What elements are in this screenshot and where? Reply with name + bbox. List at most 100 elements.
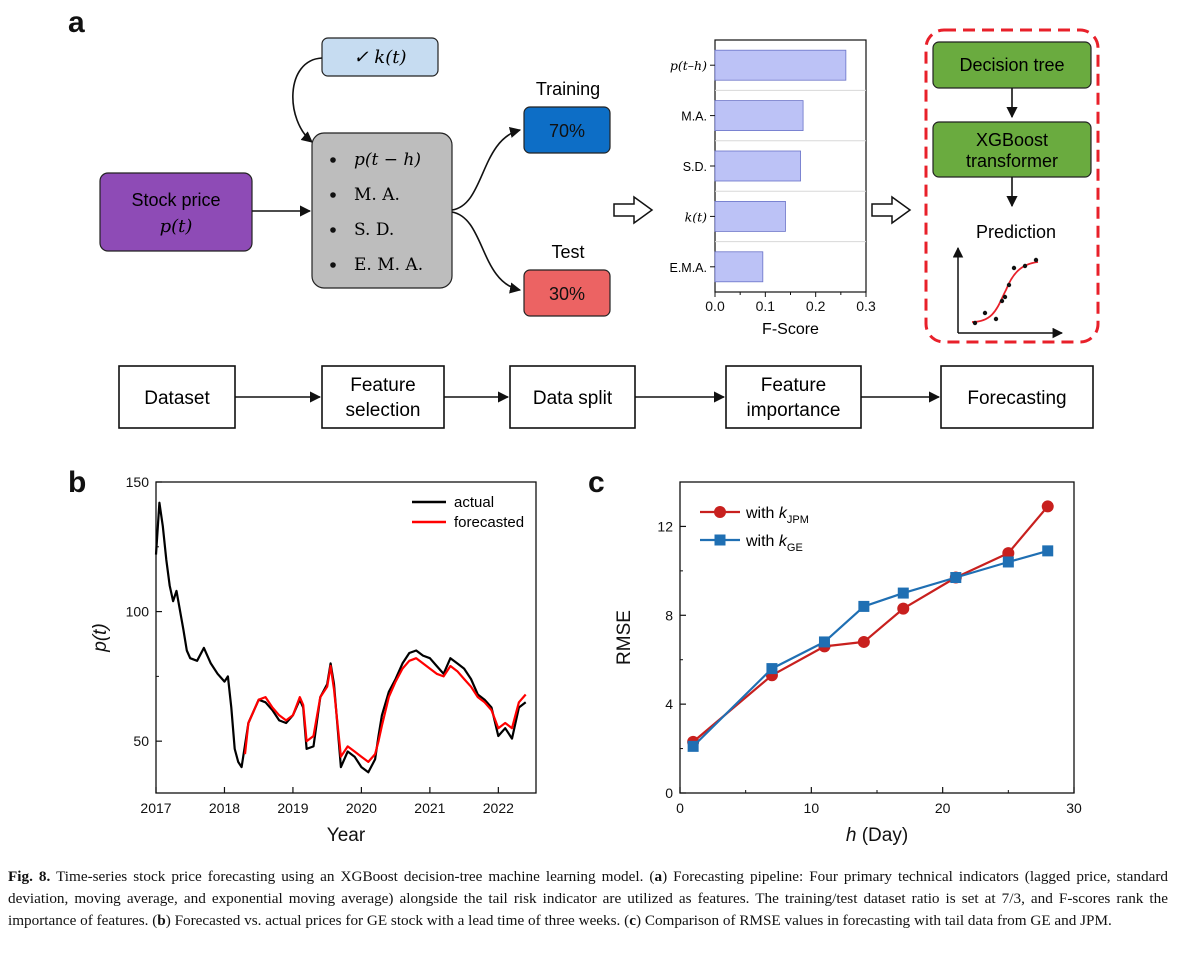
xgboost-line2: transformer xyxy=(966,151,1058,171)
training-value: 70% xyxy=(549,121,585,141)
fscore-category-label: M.A. xyxy=(681,110,707,124)
stock-price-label: Stock price xyxy=(131,190,220,210)
feature-bullet xyxy=(330,227,336,233)
feature-item: p(t − h) xyxy=(354,150,421,170)
chart-c-xtick-label: 30 xyxy=(1066,800,1082,816)
chart-b-series-line xyxy=(243,657,527,763)
feature-bullet xyxy=(330,192,336,198)
chart-b-ytick-label: 50 xyxy=(133,733,149,749)
fscore-xlabel: F-Score xyxy=(762,321,819,338)
chart-b-xtick-label: 2019 xyxy=(277,800,308,816)
chart-c-point xyxy=(687,740,699,752)
chart-c-series-line xyxy=(692,549,1048,748)
chart-b-ylabel: p(t) xyxy=(90,623,111,653)
chart-c-point xyxy=(897,587,909,599)
stock-price-box: Stock price p(t) xyxy=(99,172,253,252)
chart-c-point xyxy=(1002,547,1015,560)
chart-c-point xyxy=(950,572,962,584)
panel-c-label: c xyxy=(588,466,605,499)
chart-c-ytick-label: 8 xyxy=(665,607,673,623)
kt-box: ✓ k(t) xyxy=(321,37,439,77)
caption-text-3: ) Forecasted vs. actual prices for GE st… xyxy=(165,912,630,929)
prediction-label: Prediction xyxy=(976,222,1056,242)
pipeline-step-label: Dataset xyxy=(144,388,210,409)
chart-b-legend-label: forecasted xyxy=(454,514,524,531)
figure-8: a ✓ k(t) Stock price p(t) p(t − h) M. A. S… xyxy=(68,6,1100,846)
test-value: 30% xyxy=(549,284,585,304)
fscore-tick-label: 0.2 xyxy=(806,298,826,314)
decision-tree-label: Decision tree xyxy=(959,55,1064,75)
chart-c-frame xyxy=(679,481,1075,794)
chart-c-point xyxy=(1042,545,1054,557)
pipeline-step-label: importance xyxy=(747,400,841,421)
prediction-points xyxy=(972,257,1039,326)
chart-c-point xyxy=(818,636,830,648)
fscore-bar xyxy=(714,200,786,232)
chart-c-xtick-label: 20 xyxy=(935,800,951,816)
chart-b-legend-label: actual xyxy=(454,494,494,511)
chart-b-ytick-label: 100 xyxy=(126,604,150,620)
chart-c-ytick-label: 12 xyxy=(657,518,673,534)
pipeline-step-label: selection xyxy=(346,400,421,421)
pipeline: Dataset Feature selection Data split Feature… xyxy=(118,365,1094,429)
xgboost-line1: XGBoost xyxy=(976,130,1048,150)
feature-bullet xyxy=(330,262,336,268)
chart-c-series-line xyxy=(692,505,1049,743)
kt-arrow xyxy=(292,57,323,143)
fscore-bar xyxy=(714,150,801,182)
fscore-bar xyxy=(714,100,804,131)
chart-c-xlabel: h (Day) xyxy=(846,825,908,846)
chart-c-ytick-label: 0 xyxy=(665,785,673,801)
caption-label: Fig. 8. xyxy=(8,868,51,885)
chart-c-point xyxy=(857,635,870,648)
chart-c-point xyxy=(897,602,910,615)
pipeline-step-label: Forecasting xyxy=(967,388,1066,409)
pipeline-step-label: Feature xyxy=(761,375,826,396)
chart-c-xtick-label: 10 xyxy=(804,800,820,816)
feature-item: M. A. xyxy=(354,185,400,205)
pipeline-step xyxy=(321,365,445,429)
training-label: Training xyxy=(536,79,600,99)
fscore-tick-label: 0.3 xyxy=(856,298,876,314)
feature-item: E. M. A. xyxy=(354,255,423,275)
chart-b-xlabel: Year xyxy=(327,825,366,846)
chart-b-series-line xyxy=(154,501,527,774)
kt-label: ✓ k(t) xyxy=(354,47,407,68)
stock-price-symbol: p(t) xyxy=(160,216,193,237)
caption-text-1: Time-series stock price forecasting usin… xyxy=(50,868,655,885)
chart-c-xtick-label: 0 xyxy=(676,800,684,816)
caption-text-2: ) Forecasting pipeline: Four primary tec… xyxy=(8,868,1168,929)
chart-c-ylabel: RMSE xyxy=(614,610,635,665)
chart-b-xtick-label: 2017 xyxy=(140,800,171,816)
pipeline-step xyxy=(940,365,1094,429)
pipeline-step-label: Data split xyxy=(533,388,613,409)
chart-b-xtick-label: 2020 xyxy=(346,800,377,816)
chart-b-ytick-label: 150 xyxy=(126,474,150,490)
caption-text-4: ) Comparison of RMSE values in forecasti… xyxy=(635,912,1112,929)
chart-b-frame xyxy=(155,481,537,794)
fscore-bar xyxy=(714,251,764,283)
caption-b: b xyxy=(157,912,166,929)
chart-c-legend-label: with kJPM xyxy=(745,505,809,526)
pipeline-step xyxy=(509,365,636,429)
chart-c-point xyxy=(766,663,778,675)
chart-c: 0 10 20 30 0 4 8 12 h (Day) RMSE with kJPM with kGE xyxy=(614,481,1082,846)
pipeline-step xyxy=(118,365,236,429)
fscore-category-label: k(t) xyxy=(685,209,707,224)
fscore-category-label: E.M.A. xyxy=(669,261,707,275)
fscore-tick-label: 0.1 xyxy=(756,298,776,314)
fscore-category-label: S.D. xyxy=(683,160,707,174)
to-test-arrow xyxy=(451,211,522,294)
chart-b: 2017 2018 2019 2020 2021 2022 50 100 150 Year p(t)… xyxy=(90,474,537,846)
test-box: 30% xyxy=(523,269,611,317)
caption-c: c xyxy=(629,912,636,929)
pipeline-step xyxy=(725,365,862,429)
chart-b-xtick-label: 2021 xyxy=(414,800,445,816)
fscore-tick-label: 0.0 xyxy=(705,298,725,314)
pipeline-step-label: Feature xyxy=(350,375,415,396)
hollow-arrow-2 xyxy=(871,195,912,225)
panel-a-label: a xyxy=(68,6,85,39)
feature-item: S. D. xyxy=(354,220,394,240)
chart-c-legend-label: with kGE xyxy=(745,533,803,554)
to-training-arrow xyxy=(451,127,522,211)
